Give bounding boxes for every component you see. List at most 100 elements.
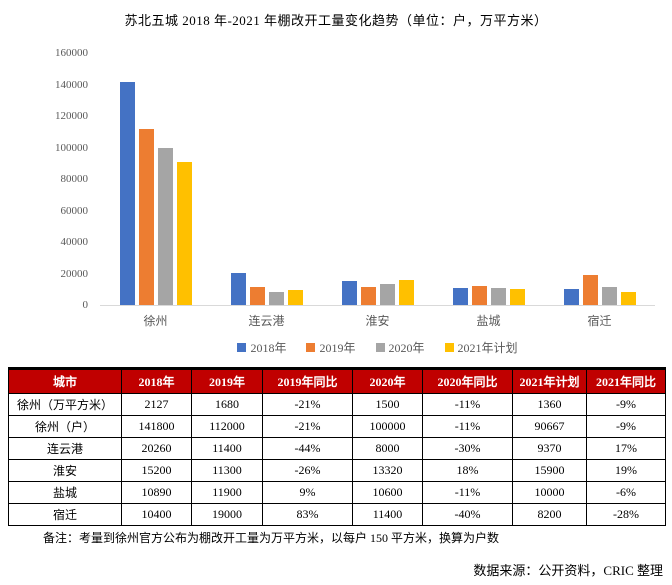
table-cell: 徐州（户） [8,415,122,438]
bar-2019年-盐城 [471,286,487,305]
x-axis-line [100,305,655,306]
table-cell: 9370 [512,437,587,460]
table-cell: 11400 [352,503,423,526]
table-cell: 11400 [191,437,263,460]
table-header-cell: 2021年计划 [512,367,587,394]
table-cell: -44% [262,437,353,460]
table-cell: 10890 [121,481,192,504]
table-cell: 141800 [121,415,192,438]
table-cell: 13320 [352,459,423,482]
table-cell: -11% [422,393,513,416]
legend-item-2019年: 2019年 [306,339,356,356]
table-cell: 11300 [191,459,263,482]
bar-2019年-徐州 [138,128,154,305]
table-row: 连云港 20260 11400 -44% 8000 -30% 9370 17% [8,437,666,460]
table-cell: 19% [586,459,666,482]
bar-chart: 2018年 2019年 2020年 2021年计划 0 20000 40000 60000 8… [0,40,672,362]
bar-2018年-淮安 [341,281,357,305]
legend-label: 2018年 [250,341,287,355]
table-cell: 9% [262,481,353,504]
bar-2019年-宿迁 [582,275,598,305]
table-cell: 100000 [352,415,423,438]
bar-2020年-盐城 [490,288,506,305]
legend-label: 2019年 [319,341,356,355]
legend-item-2021年计划: 2021年计划 [444,339,518,356]
table-cell: -11% [422,415,513,438]
table-cell: 18% [422,459,513,482]
table-cell: 10600 [352,481,423,504]
table-cell: -9% [586,393,666,416]
footnote: 备注：考量到徐州官方公布为棚改开工量为万平方米，以每户 150 平方米，换算为户… [43,531,500,545]
legend-item-2020年: 2020年 [375,339,425,356]
bar-2019年-淮安 [360,287,376,305]
x-axis-category-label: 宿迁 [587,314,612,328]
table-cell: 8000 [352,437,423,460]
bar-2021年计划-连云港 [287,290,303,305]
table-header-cell: 城市 [8,367,122,394]
legend-swatch-icon [237,343,247,352]
y-axis-tick-label: 40000 [60,236,89,248]
table-row: 淮安 15200 11300 -26% 13320 18% 15900 19% [8,459,666,482]
table-cell: 10000 [512,481,587,504]
table-cell: -9% [586,415,666,438]
x-axis-category-label: 徐州 [143,314,168,328]
table-header-cell: 2019年同比 [262,367,353,394]
y-axis-tick-label: 120000 [55,110,88,122]
data-table: 城市 2018年 2019年 2019年同比 2020年 2020年同比 2021年计划 20… [8,367,666,526]
bar-2018年-连云港 [230,273,246,305]
table-row: 盐城 10890 11900 9% 10600 -11% 10000 -6% [8,481,666,504]
x-axis-category-label: 淮安 [365,314,390,328]
table-cell: 盐城 [8,481,122,504]
bar-2018年-宿迁 [563,288,579,305]
data-source: 数据来源：公开资料，CRIC 整理 [473,563,663,578]
bar-2020年-淮安 [379,284,395,305]
legend-label: 2020年 [388,341,425,355]
legend-swatch-icon [375,343,385,352]
legend-swatch-icon [306,343,316,352]
chart-title: 苏北五城 2018 年-2021 年棚改开工量变化趋势（单位：户，万平方米） [124,13,548,28]
table-cell: 15900 [512,459,587,482]
table-cell: 112000 [191,415,263,438]
table-cell: 17% [586,437,666,460]
table-cell: 宿迁 [8,503,122,526]
table-cell: 11900 [191,481,263,504]
chart-legend: 2018年 2019年 2020年 2021年计划 [100,339,655,356]
table-header-cell: 2020年 [352,367,423,394]
y-axis-tick-label: 60000 [60,204,89,217]
legend-item-2018年: 2018年 [237,339,286,356]
bar-2021年计划-宿迁 [620,292,636,305]
y-axis-tick-label: 0 [82,299,89,311]
x-axis-category-label: 连云港 [248,314,285,328]
bar-2020年-宿迁 [601,287,617,305]
table-cell: 83% [262,503,353,526]
table-cell: 10400 [121,503,192,526]
bar-2020年-连云港 [268,292,284,305]
table-row: 徐州（万平方米） 2127 1680 -21% 1500 -11% 1360 -9% [8,393,666,416]
table-cell: -11% [422,481,513,504]
table-cell: 连云港 [8,437,122,460]
table-cell: 1360 [512,393,587,416]
legend-swatch-icon [444,343,454,352]
bar-2021年计划-盐城 [509,289,525,305]
y-axis-tick-label: 160000 [55,47,88,59]
bar-2020年-徐州 [157,147,173,305]
table-cell: 徐州（万平方米） [8,393,122,416]
table-cell: 20260 [121,437,192,460]
table-cell: 19000 [191,503,263,526]
table-row: 徐州（户） 141800 112000 -21% 100000 -11% 90667 -9% [8,415,666,438]
table-cell: -21% [262,415,353,438]
table-header-cell: 2020年同比 [422,367,513,394]
table-header-row: 城市 2018年 2019年 2019年同比 2020年 2020年同比 2021年计划 20… [8,367,666,394]
table-cell: -26% [262,459,353,482]
table-row: 宿迁 10400 19000 83% 11400 -40% 8200 -28% [8,503,666,526]
table-cell: 15200 [121,459,192,482]
table-header-cell: 2021年同比 [586,367,666,394]
y-axis-tick-label: 100000 [55,141,88,154]
table-cell: -21% [262,393,353,416]
table-cell: -28% [586,503,666,526]
bar-2018年-盐城 [452,287,468,305]
table-cell: -6% [586,481,666,504]
bar-2021年计划-淮安 [398,279,414,305]
bar-2018年-徐州 [119,81,135,305]
